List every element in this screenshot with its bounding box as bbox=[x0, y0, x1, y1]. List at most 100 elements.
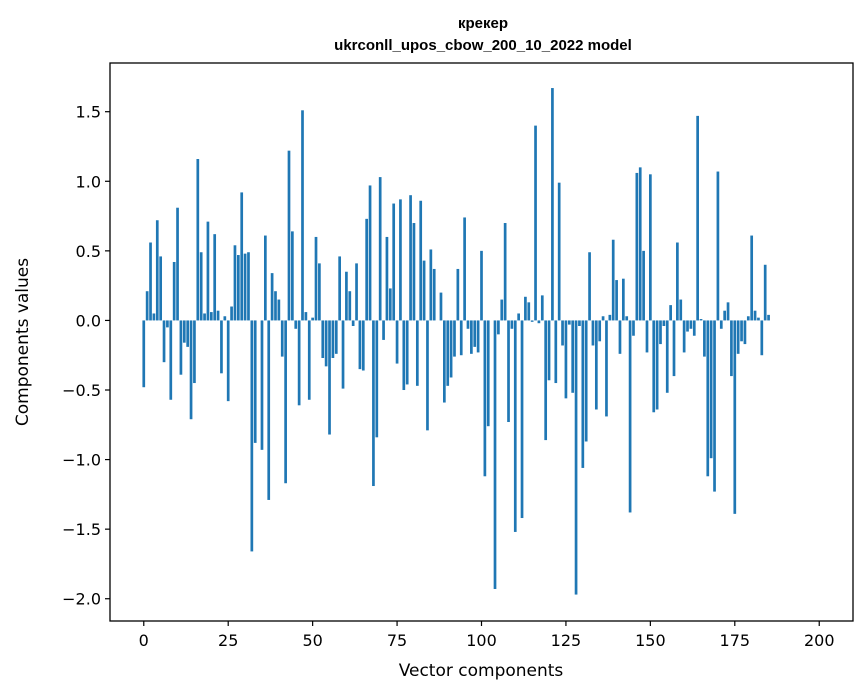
plot-frame bbox=[109, 62, 854, 622]
bar bbox=[253, 320, 257, 443]
chart-title: кpeкep bbox=[458, 15, 508, 32]
bar bbox=[399, 199, 402, 321]
bar bbox=[196, 159, 200, 321]
bar bbox=[206, 221, 210, 321]
bar bbox=[632, 320, 635, 336]
bar bbox=[480, 250, 483, 321]
bar bbox=[291, 231, 294, 321]
bar bbox=[209, 312, 213, 321]
bar bbox=[594, 320, 598, 410]
bar bbox=[155, 220, 159, 321]
bar bbox=[517, 313, 520, 321]
bar bbox=[230, 306, 233, 321]
bar bbox=[476, 320, 480, 353]
bar bbox=[142, 320, 146, 388]
bar bbox=[726, 302, 730, 321]
bar bbox=[537, 320, 541, 324]
bar bbox=[186, 320, 190, 347]
bar bbox=[746, 316, 750, 321]
bar bbox=[193, 320, 196, 384]
bar bbox=[753, 310, 757, 321]
bar bbox=[692, 320, 696, 336]
bar bbox=[574, 320, 578, 595]
bar bbox=[527, 302, 531, 321]
bar bbox=[311, 317, 314, 321]
bar bbox=[385, 236, 389, 321]
bar bbox=[149, 242, 152, 321]
bar bbox=[740, 320, 743, 342]
bar bbox=[706, 320, 710, 477]
bar bbox=[459, 320, 463, 356]
y-tick-label: −1.5 bbox=[62, 520, 101, 539]
bar bbox=[162, 320, 166, 363]
bar bbox=[665, 320, 669, 393]
x-tick-label: 200 bbox=[804, 631, 835, 650]
bar bbox=[145, 291, 149, 321]
bar bbox=[213, 234, 217, 321]
bar bbox=[449, 320, 453, 378]
bar bbox=[513, 320, 517, 532]
x-tick-label: 125 bbox=[551, 631, 582, 650]
bar bbox=[368, 185, 372, 321]
bar bbox=[524, 296, 527, 321]
bar bbox=[486, 320, 490, 427]
bar bbox=[334, 320, 338, 354]
bar bbox=[598, 320, 602, 342]
bar bbox=[719, 320, 723, 329]
bar bbox=[649, 174, 652, 321]
bar bbox=[621, 278, 625, 321]
bar bbox=[483, 320, 487, 477]
x-tick-label: 175 bbox=[720, 631, 751, 650]
x-tick-label: 0 bbox=[139, 631, 149, 650]
bar bbox=[260, 320, 264, 450]
bar bbox=[382, 320, 385, 340]
y-tick-label: −1.0 bbox=[62, 451, 101, 470]
bar bbox=[375, 320, 379, 438]
bar bbox=[250, 320, 254, 552]
bar bbox=[588, 252, 591, 321]
bar bbox=[703, 320, 706, 357]
y-tick-label: −0.5 bbox=[62, 381, 101, 400]
bar bbox=[760, 320, 764, 356]
bar bbox=[318, 263, 321, 321]
bar bbox=[314, 236, 318, 321]
bar bbox=[567, 320, 571, 325]
bar bbox=[676, 242, 679, 321]
bar bbox=[372, 320, 375, 487]
bar bbox=[605, 320, 608, 417]
bar bbox=[723, 310, 727, 321]
bar bbox=[405, 320, 409, 385]
bar bbox=[321, 320, 325, 358]
bar bbox=[497, 320, 500, 335]
bar bbox=[453, 320, 456, 357]
bar bbox=[547, 320, 551, 381]
x-axis-label: Vector components bbox=[399, 661, 564, 681]
bar bbox=[736, 320, 740, 354]
bar bbox=[456, 268, 460, 321]
bar bbox=[669, 305, 672, 321]
bar bbox=[169, 320, 173, 400]
bar bbox=[419, 200, 423, 321]
bar bbox=[611, 239, 615, 321]
bar bbox=[652, 320, 656, 413]
bar bbox=[233, 245, 237, 321]
bar bbox=[280, 320, 284, 357]
bar bbox=[530, 320, 534, 322]
bar bbox=[733, 320, 737, 514]
bar bbox=[358, 320, 362, 370]
bar bbox=[520, 320, 524, 519]
y-axis-label: Components values bbox=[13, 258, 33, 426]
y-tick-label: 1.5 bbox=[76, 103, 101, 122]
bar bbox=[642, 250, 645, 321]
bar bbox=[767, 314, 770, 321]
bar bbox=[730, 320, 733, 377]
bar bbox=[686, 320, 689, 332]
bar bbox=[422, 260, 426, 321]
bar bbox=[388, 288, 392, 321]
x-tick-label: 25 bbox=[218, 631, 238, 650]
bar bbox=[189, 320, 193, 420]
bar bbox=[510, 320, 514, 329]
bar bbox=[297, 320, 301, 406]
bar bbox=[274, 291, 277, 321]
